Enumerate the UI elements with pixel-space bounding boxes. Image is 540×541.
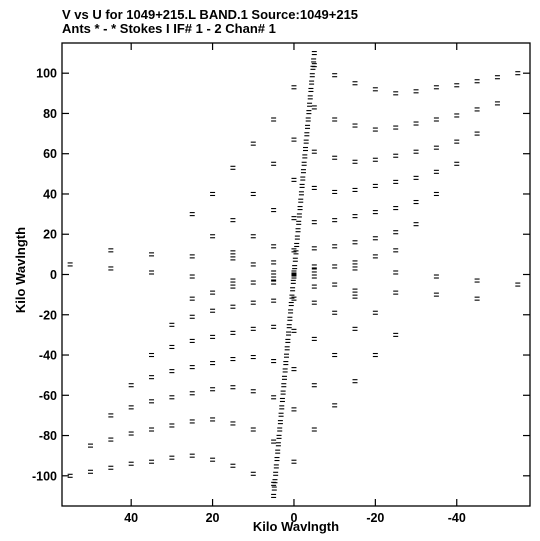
y-tick-label: -20: [39, 308, 57, 322]
y-tick-label: 0: [50, 268, 57, 282]
x-tick-label: -20: [366, 511, 384, 525]
chart-title: V vs U for 1049+215.L BAND.1 Source:1049…: [62, 7, 358, 22]
tick-labels: 40 20 0 -20 -40 100 80 60 40 20 0 -20 -40 -60 -80 -100: [32, 67, 466, 525]
y-tick-label: -80: [39, 429, 57, 443]
x-tick-label: -40: [448, 511, 466, 525]
x-tick-label: 0: [290, 511, 297, 525]
x-tick-label: 20: [206, 511, 220, 525]
y-tick-label: 80: [43, 107, 57, 121]
y-tick-label: 60: [43, 147, 57, 161]
y-tick-label: 40: [43, 187, 57, 201]
tick-marks: [62, 43, 530, 506]
uv-points: [67, 51, 521, 498]
y-tick-label: 20: [43, 228, 57, 242]
chart-subtitle: Ants * - * Stokes I IF# 1 - 2 Chan# 1: [62, 21, 276, 36]
x-axis-label: Kilo Wavlngth: [253, 519, 339, 534]
y-tick-label: -100: [32, 469, 57, 483]
y-tick-label: 100: [36, 67, 57, 81]
y-axis-label: Kilo Wavlngth: [13, 227, 28, 313]
y-tick-label: -40: [39, 349, 57, 363]
x-tick-label: 40: [124, 511, 138, 525]
y-tick-label: -60: [39, 389, 57, 403]
